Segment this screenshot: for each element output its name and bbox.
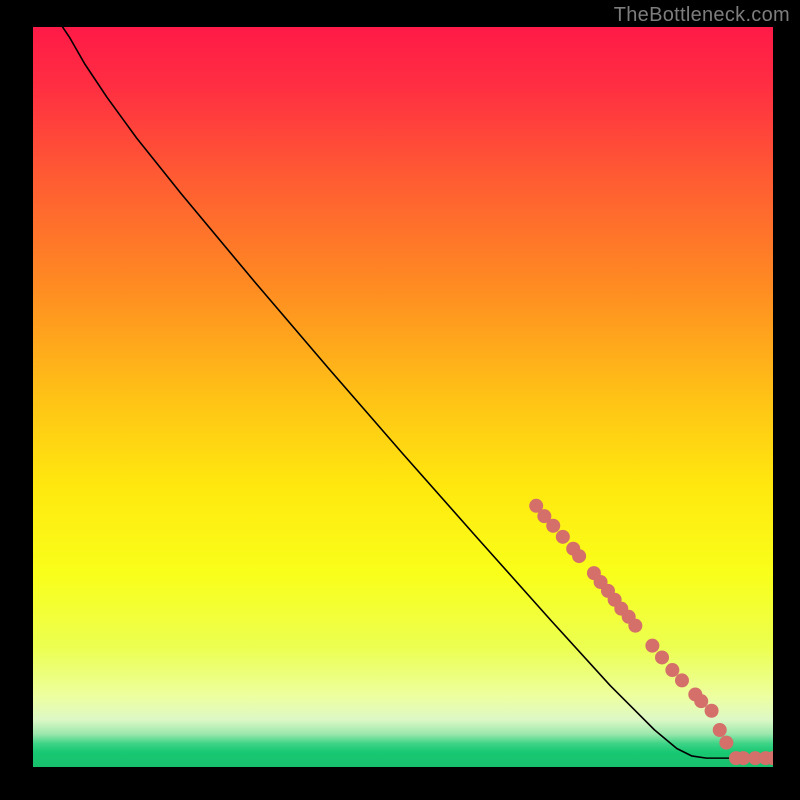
data-marker: [645, 639, 659, 653]
data-marker: [694, 694, 708, 708]
plot-area: [33, 27, 773, 767]
watermark-text: TheBottleneck.com: [614, 4, 790, 27]
data-marker: [572, 549, 586, 563]
data-marker: [546, 519, 560, 533]
data-marker: [556, 530, 570, 544]
chart-svg: [33, 27, 773, 767]
data-marker: [713, 723, 727, 737]
data-marker: [655, 650, 669, 664]
data-marker: [665, 663, 679, 677]
data-marker: [705, 704, 719, 718]
chart-frame: TheBottleneck.com: [0, 0, 800, 800]
data-marker: [719, 736, 733, 750]
data-marker: [675, 673, 689, 687]
data-marker: [628, 619, 642, 633]
